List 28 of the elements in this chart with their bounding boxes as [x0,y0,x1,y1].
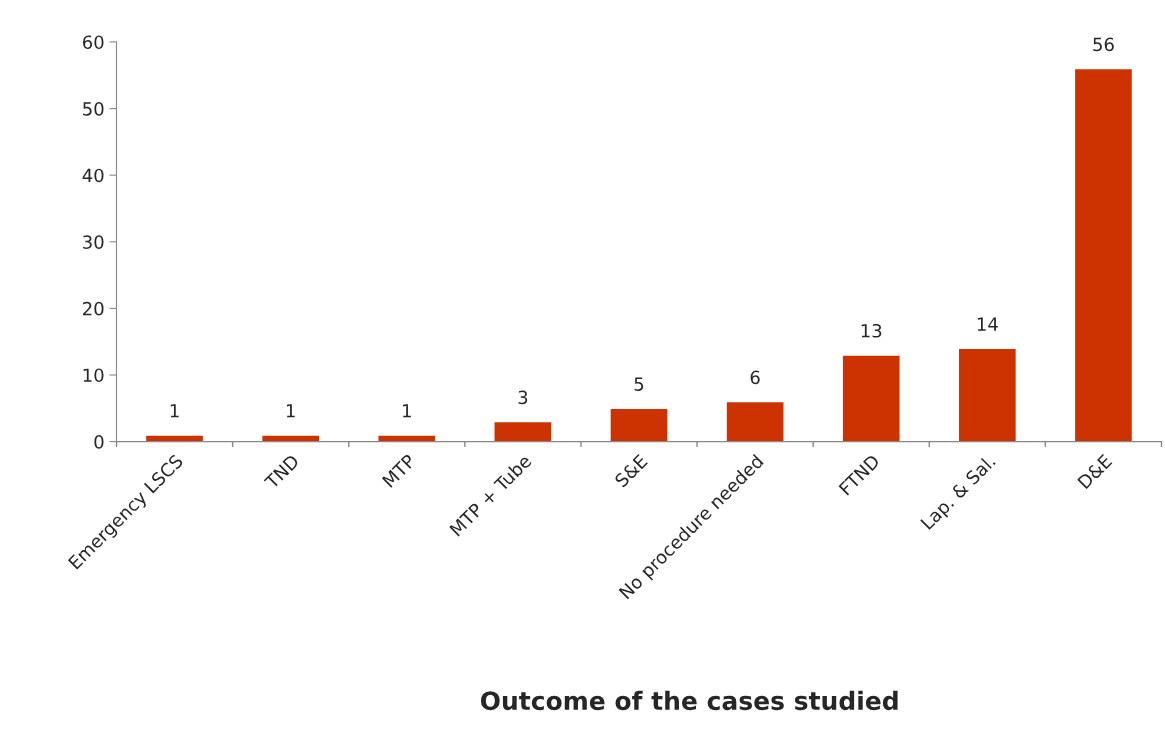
data-label: 14 [977,317,998,331]
bar [725,400,785,442]
bar [144,434,205,442]
y-tick-label: 0 [94,435,104,449]
bar [493,420,553,442]
y-tick-label: 60 [82,35,104,50]
data-label: 56 [1093,37,1114,52]
x-tick-label: Lap. & Sal. [919,454,999,533]
x-axis-title: Outcome of the cases studied [480,690,898,711]
bar [377,434,437,442]
data-label: 3 [518,390,528,405]
data-label: 1 [403,404,411,418]
data-label: 5 [634,377,644,391]
y-tick-label: 10 [83,368,104,383]
bar [260,434,321,442]
y-tick-label: 40 [82,168,104,183]
data-label: 13 [861,323,882,338]
x-tick-label: TND [263,453,300,490]
bar [1073,67,1134,442]
bar [609,407,669,442]
data-label: 6 [750,370,760,385]
y-tick-label: 30 [83,235,104,249]
data-label: 1 [286,404,295,418]
y-tick-label: 50 [83,102,104,116]
bar [957,347,1018,442]
bar [841,354,901,442]
y-tick-label: 20 [83,301,104,316]
data-label: 1 [170,404,179,418]
